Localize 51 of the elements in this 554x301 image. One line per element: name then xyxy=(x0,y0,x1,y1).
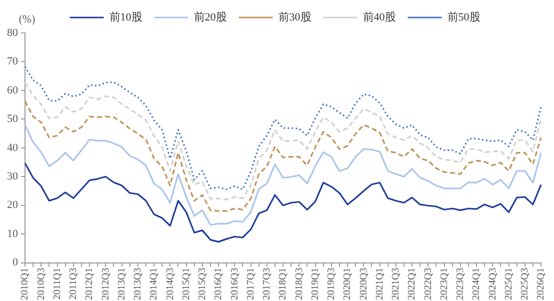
x-tick-label: 2021Q1 xyxy=(374,268,386,300)
x-tick-label: 2013Q1 xyxy=(116,268,128,300)
x-tick-label: 2024Q3 xyxy=(487,268,498,300)
legend-label: 前10股 xyxy=(109,11,142,24)
legend-label: 前30股 xyxy=(278,11,312,24)
x-tick-label: 2016Q1 xyxy=(213,268,224,300)
x-tick-label: 2025Q3 xyxy=(520,268,530,300)
y-tick-label: 20 xyxy=(7,199,18,212)
x-tick-label: 2012Q1 xyxy=(84,268,96,300)
x-tick-label: 2015Q3 xyxy=(197,268,208,300)
x-tick-label: 2022Q3 xyxy=(422,268,434,300)
x-tick-label: 2021Q3 xyxy=(390,268,402,300)
x-tick-label: 2018Q3 xyxy=(294,268,305,300)
x-tick-label: 2010Q1 xyxy=(20,268,31,300)
y-tick-label: 50 xyxy=(7,113,18,126)
line-series xyxy=(24,82,542,200)
x-tick-label: 2017Q3 xyxy=(262,268,272,300)
y-tick-label: 70 xyxy=(7,56,18,68)
line-series xyxy=(24,100,542,212)
x-tick-label: 2025Q1 xyxy=(503,268,514,300)
x-tick-label: 2012Q3 xyxy=(100,268,112,300)
x-tick-label: 2020Q3 xyxy=(358,268,370,300)
x-tick-label: 2014Q3 xyxy=(164,268,176,300)
x-tick-label: 2019Q3 xyxy=(326,268,337,300)
y-tick-label: 60 xyxy=(7,84,18,96)
legend-label: 前40股 xyxy=(362,11,396,24)
y-tick-label: 0 xyxy=(12,256,18,269)
x-tick-label: 2023Q3 xyxy=(455,268,466,300)
x-tick-label: 2010Q3 xyxy=(36,268,47,300)
x-tick-label: 2011Q3 xyxy=(68,268,79,300)
y-axis-title: (%) xyxy=(18,13,36,26)
x-tick-label: 2015Q1 xyxy=(180,268,192,300)
y-tick-label: 30 xyxy=(7,170,18,182)
x-tick-label: 2024Q1 xyxy=(471,268,482,300)
x-tick-label: 2016Q3 xyxy=(229,268,240,300)
x-tick-label: 2019Q1 xyxy=(310,268,321,300)
x-tick-label: 2023Q1 xyxy=(438,268,450,300)
x-tick-label: 2020Q1 xyxy=(342,268,354,300)
x-tick-label: 2018Q1 xyxy=(278,268,289,300)
y-tick-label: 10 xyxy=(7,228,18,240)
y-tick-label: 40 xyxy=(7,142,18,154)
x-tick-label: 2022Q1 xyxy=(406,268,418,300)
x-tick-label: 2011Q1 xyxy=(52,268,63,300)
x-tick-label: 2013Q3 xyxy=(132,268,144,300)
x-tick-label: 2017Q1 xyxy=(245,268,256,300)
x-tick-label: 2014Q1 xyxy=(148,268,160,300)
legend-label: 前50股 xyxy=(447,11,480,24)
legend-label: 前20股 xyxy=(194,11,227,24)
line-series xyxy=(24,66,542,190)
x-tick-label: 2026Q1 xyxy=(536,268,547,300)
y-tick-label: 80 xyxy=(7,26,18,39)
